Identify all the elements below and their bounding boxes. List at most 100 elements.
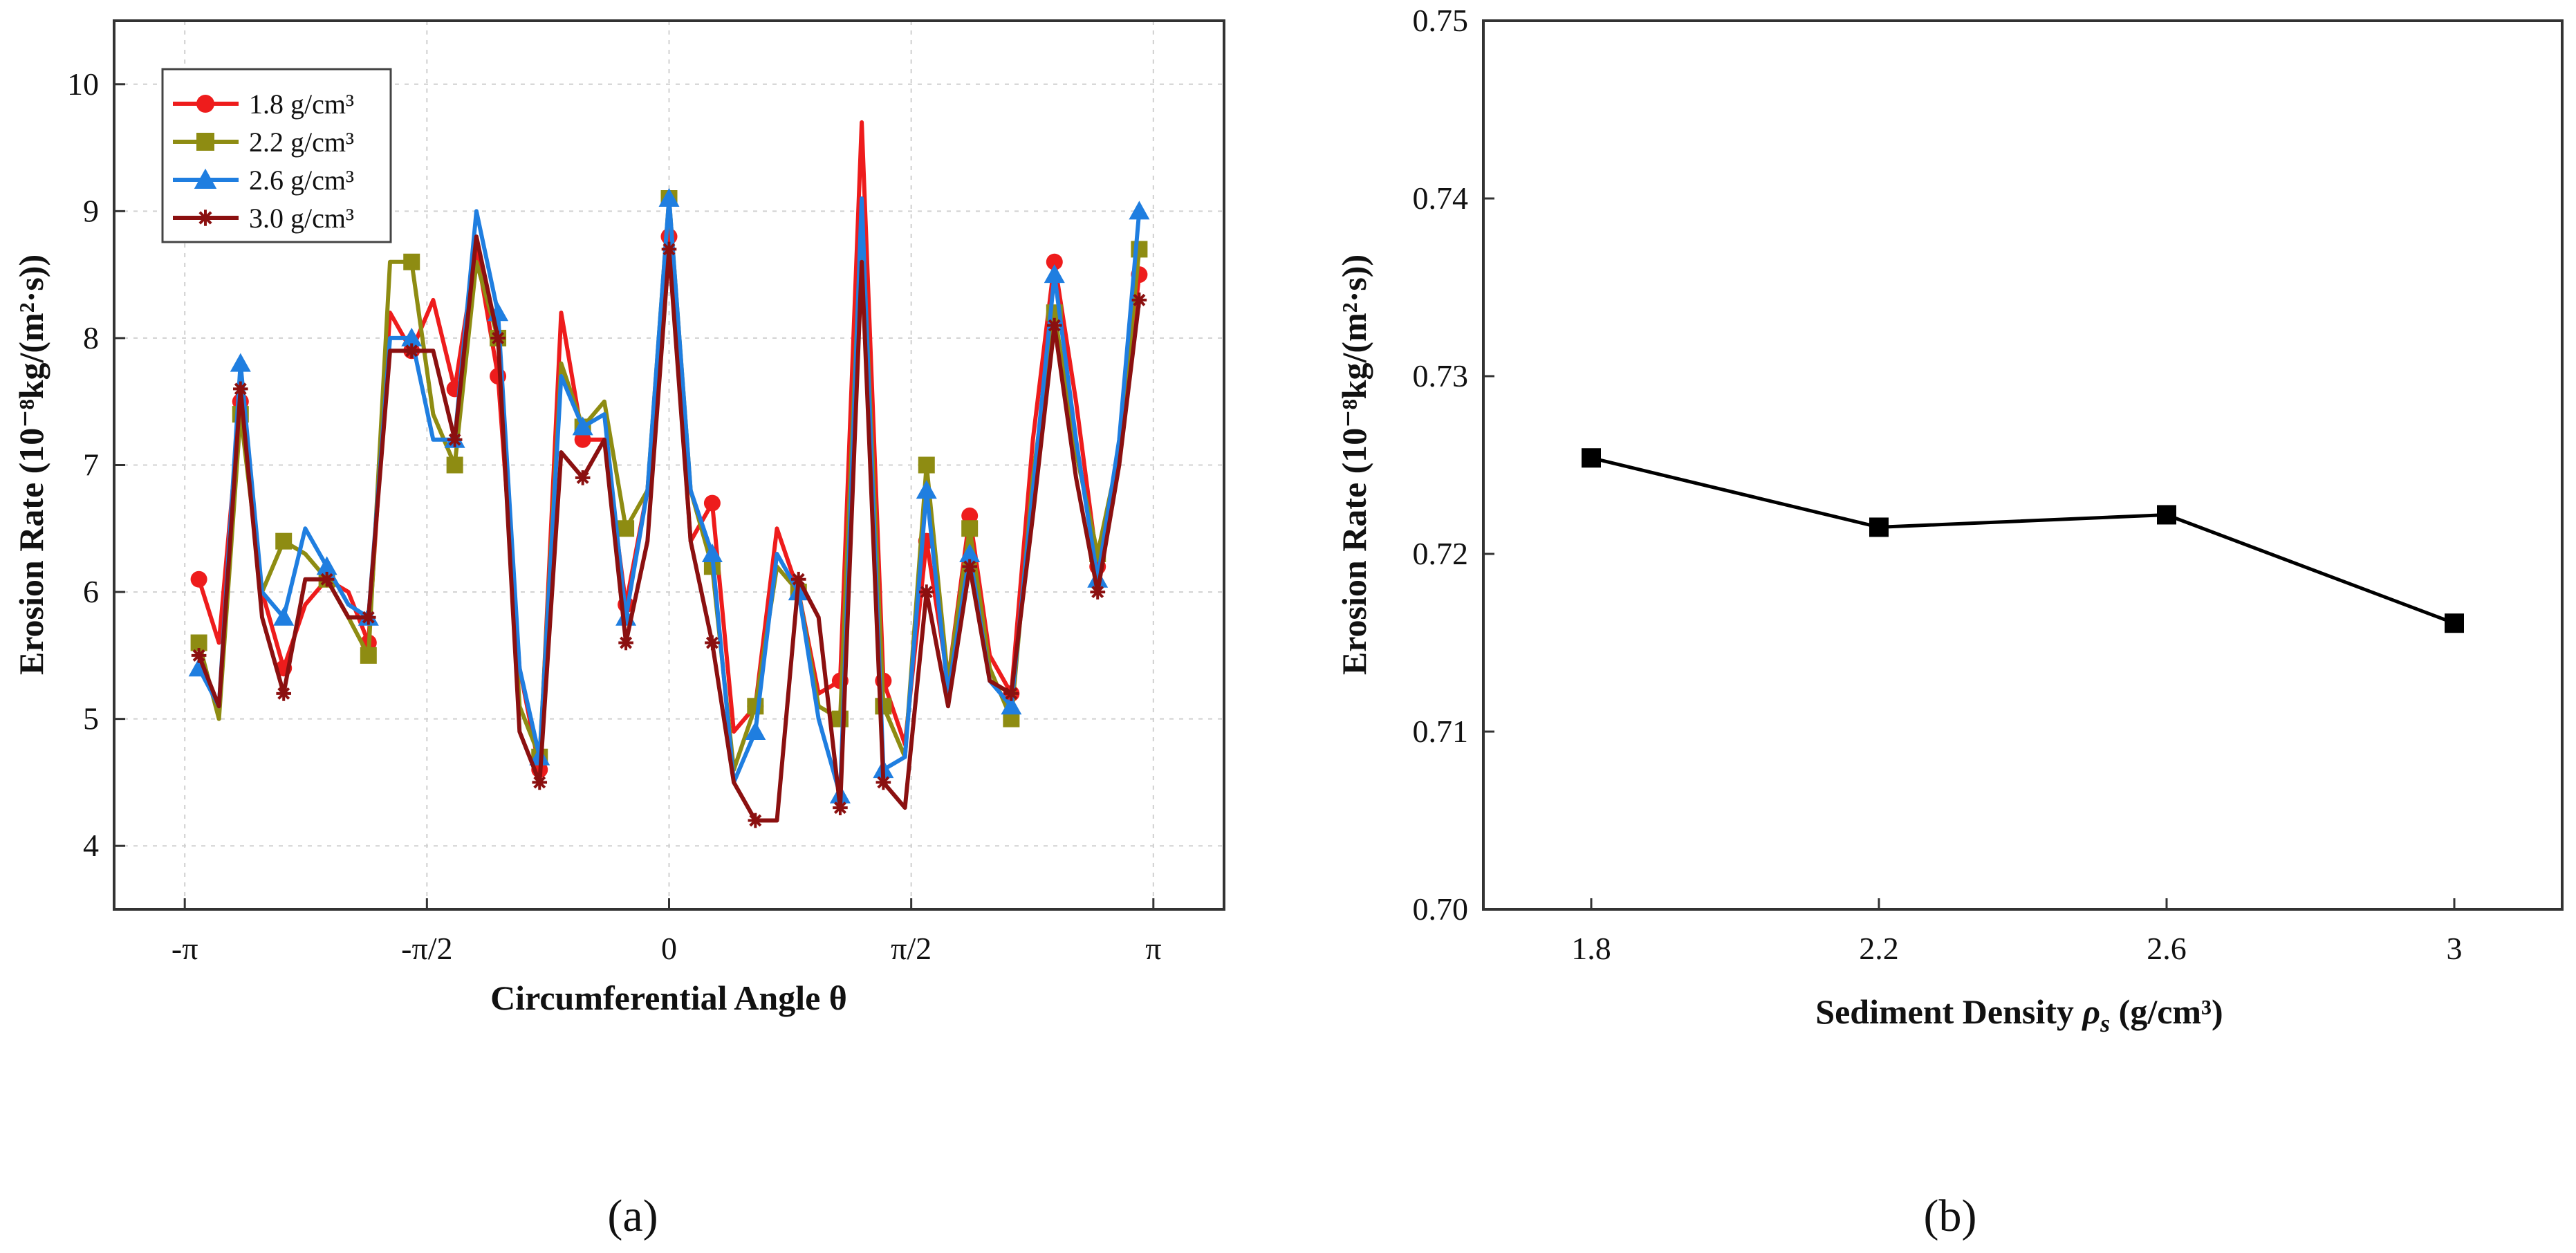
- panel-b-xtick-label-2.2: 2.2: [1859, 931, 1899, 966]
- panel-b-ytick-label-0.72: 0.72: [1413, 536, 1469, 571]
- panel-a-series-3-point-38-stroke-3: [1005, 687, 1018, 700]
- panel-a-chart: 4 5 6 7 8 9 10 -π -π/2 0 π/2 π 1.8 g/cm³ 2.2 g/cm³ 2…: [12, 19, 1225, 1017]
- panel-a-series-0-point-18: [574, 431, 591, 448]
- panel-a-series-3-point-4: [276, 686, 292, 701]
- panel-a-series-3-point-40: [1046, 317, 1062, 333]
- panel-a-legend-marker-3-stroke-3: [198, 211, 212, 225]
- panel-a-series-3-point-12: [447, 431, 463, 447]
- panel-a-legend: 1.8 g/cm³ 2.2 g/cm³ 2.6 g/cm³ 3.0 g/cm³: [161, 68, 392, 243]
- panel-a-series-3-point-36: [962, 559, 977, 575]
- panel-a-ytick-label-8: 8: [83, 320, 99, 355]
- panel-a-series-3-point-44-stroke-3: [1133, 293, 1146, 306]
- panel-a-series-3-point-32: [875, 774, 891, 790]
- panel-a-series-3-point-6: [319, 571, 335, 587]
- panel-a-series-3-point-34-stroke-3: [920, 586, 933, 599]
- panel-a-series-2-point-24: [701, 544, 723, 562]
- panel-b-point-3: [2445, 613, 2464, 633]
- panel-a-series-1-point-30: [831, 710, 849, 727]
- panel-a-series-3-point-38: [1003, 686, 1019, 701]
- panel-a-series-3-point-2-stroke-3: [234, 382, 247, 396]
- panel-a-series-3-point-42: [1090, 584, 1106, 600]
- panel-a-series-3-point-14-stroke-3: [492, 331, 505, 344]
- panel-a-series-2-point-18: [572, 416, 593, 436]
- panel-b-label: (b): [1924, 1191, 1977, 1241]
- panel-a-xtick-label-2: 0: [661, 931, 677, 966]
- panel-a-legend-marker-3: [197, 210, 214, 226]
- panel-a-series-2-point-44: [1129, 201, 1150, 220]
- panel-b-ytick-label-0.74: 0.74: [1413, 180, 1469, 216]
- panel-a-series-2-point-40: [1044, 264, 1065, 284]
- panel-a-ytick-label-6: 6: [83, 574, 99, 609]
- panel-a-series-3-point-18-stroke-3: [576, 471, 589, 484]
- panel-b-x-ticks: 1.8 2.2 2.6 3: [1571, 898, 2463, 966]
- panel-a-series-3-point-44: [1131, 293, 1147, 308]
- panel-a-series-3-point-36-stroke-3: [963, 560, 976, 573]
- panel-a-series-1-point-36: [961, 520, 979, 537]
- panel-b-chart: 0.70 0.71 0.72 0.73 0.74 0.75 1.8 2.2 2.6 3 Sedi…: [1335, 3, 2564, 1037]
- panel-b-x-axis-title: Sediment Density ρs (g/cm³): [1815, 992, 2223, 1037]
- panel-a-legend-marker-1: [196, 133, 214, 151]
- panel-b-series-line: [1591, 456, 2455, 625]
- panel-a-series-3-point-16-stroke-3: [533, 776, 546, 789]
- panel-a-legend-items: 1.8 g/cm³ 2.2 g/cm³ 2.6 g/cm³ 3.0 g/cm³: [173, 89, 354, 234]
- panel-a-series-2-point-10: [401, 327, 423, 346]
- panel-a-series-3-point-28-stroke-3: [792, 573, 805, 586]
- panel-b-ytick-label-0.75: 0.75: [1413, 3, 1469, 38]
- panel-a-series-3-point-12-stroke-3: [448, 433, 461, 446]
- panel-a-series-2-point-26: [745, 721, 766, 740]
- panel-b-x-axis-title-symbol: ρ: [2081, 992, 2100, 1031]
- panel-a-label: (a): [607, 1191, 658, 1241]
- panel-a-legend-item-0: 1.8 g/cm³: [173, 89, 354, 120]
- panel-a-series-3-point-0: [191, 648, 207, 663]
- panel-a-series-3-point-26: [748, 813, 763, 828]
- panel-a-legend-marker-2: [194, 168, 217, 189]
- panel-b-ytick-label-0.70: 0.70: [1413, 891, 1469, 927]
- panel-a-series-3-point-42-stroke-3: [1091, 586, 1104, 599]
- panel-a-series-1-point-4: [275, 532, 293, 550]
- panel-a-series-3-point-34: [918, 584, 934, 600]
- panel-b-point-2: [2157, 505, 2176, 525]
- panel-a-series-3: [191, 234, 1147, 828]
- panel-b-x-axis-title-unit: (g/cm³): [2110, 992, 2223, 1031]
- panel-a-series-3-point-14: [490, 331, 506, 346]
- panel-a-series-1-point-32: [875, 698, 892, 715]
- panel-a-legend-label-3: 3.0 g/cm³: [249, 203, 354, 234]
- panel-a-series-2-point-38: [1001, 696, 1022, 715]
- panel-a-y-axis-title: Erosion Rate (10⁻⁸kg/(m²·s)): [12, 254, 50, 675]
- panel-a-series-2-point-22: [658, 188, 680, 207]
- panel-a-series-3-point-10-stroke-3: [405, 344, 418, 358]
- panel-a-legend-label-2: 2.6 g/cm³: [249, 165, 354, 196]
- panel-a-series-1-point-12: [446, 456, 463, 474]
- panel-a-ytick-label-9: 9: [83, 193, 99, 228]
- panel-b-series-group: [1582, 448, 2464, 633]
- panel-a-series-1-point-10: [403, 253, 420, 270]
- panel-a-series-3-point-6-stroke-3: [320, 573, 333, 586]
- panel-a-x-ticks: -π -π/2 0 π/2 π: [172, 898, 1161, 966]
- panel-a-x-axis-title: Circumferential Angle θ: [490, 978, 847, 1017]
- panel-a-legend-label-0: 1.8 g/cm³: [249, 89, 354, 120]
- panel-a-series-3-point-40-stroke-3: [1048, 319, 1061, 332]
- panel-b-y-ticks: 0.70 0.71 0.72 0.73 0.74 0.75: [1413, 3, 1494, 927]
- panel-a-series-3-point-10: [404, 343, 420, 359]
- panel-b-plot-frame: [1482, 19, 2564, 911]
- panel-a-series-0-point-24: [703, 494, 721, 512]
- panel-a-series-group: [188, 120, 1150, 828]
- panel-a-series-3-point-24: [705, 635, 720, 651]
- panel-a-series-3-point-20-stroke-3: [620, 636, 633, 649]
- panel-b-ytick-label-0.71: 0.71: [1413, 714, 1469, 749]
- panel-a-series-3-point-8-stroke-3: [362, 611, 375, 624]
- panel-b-xtick-label-3: 3: [2447, 931, 2463, 966]
- panel-a-series-3-point-30-stroke-3: [833, 801, 846, 815]
- panel-b-x-axis-title-subscript: s: [2100, 1010, 2110, 1037]
- panel-a-series-2-point-2: [230, 353, 251, 372]
- panel-a-legend-item-3: 3.0 g/cm³: [173, 203, 354, 234]
- panel-a-xtick-label-0: -π: [172, 931, 198, 966]
- panel-a-series-3-point-16: [532, 774, 548, 790]
- panel-a-ytick-label-4: 4: [83, 828, 99, 863]
- panel-a-series-3-point-24-stroke-3: [705, 636, 719, 649]
- panel-a-series-3-point-22-stroke-3: [662, 243, 676, 256]
- panel-a-legend-item-2: 2.6 g/cm³: [173, 165, 354, 196]
- panel-a-series-2-point-34: [916, 480, 937, 499]
- panel-a-series-3-point-30: [833, 800, 848, 815]
